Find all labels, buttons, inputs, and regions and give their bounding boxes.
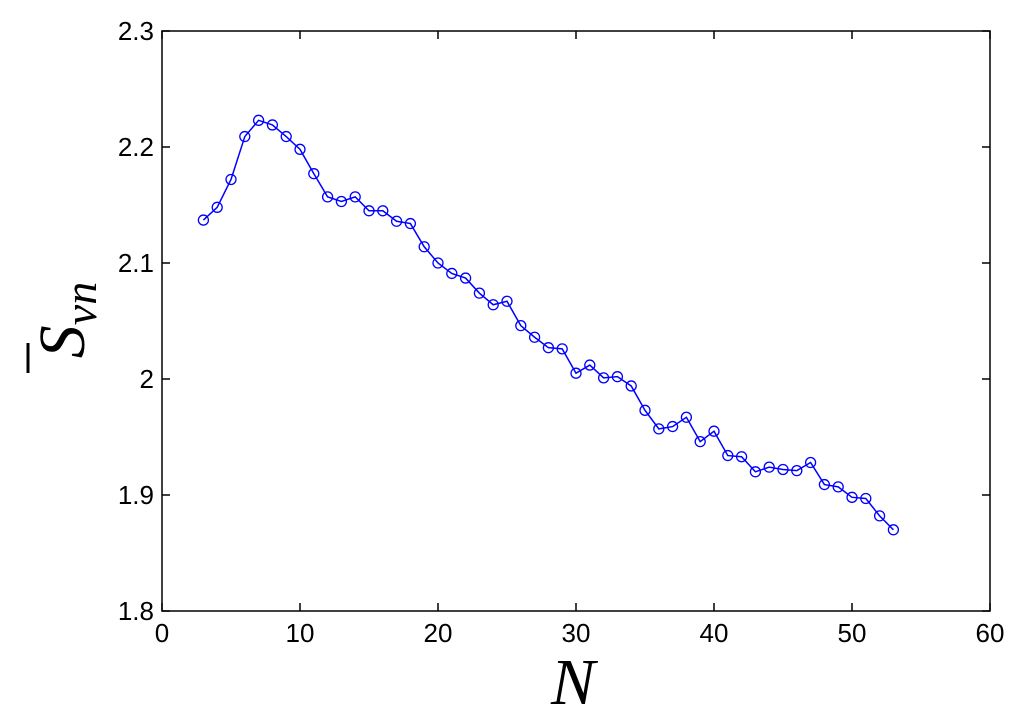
y-tick-label: 1.8 — [118, 596, 154, 626]
x-tick-label: 0 — [155, 618, 169, 648]
series-layer — [197, 114, 900, 536]
data-point — [584, 359, 596, 371]
data-point — [860, 492, 872, 505]
y-axis: 1.8 1.9 2 2.1 2.2 2.3 — [118, 16, 990, 626]
y-axis-label-base: S — [26, 325, 99, 358]
y-axis-label-sub: vn — [55, 282, 106, 325]
data-point — [666, 420, 679, 433]
data-point — [363, 205, 375, 217]
data-point — [197, 214, 210, 226]
data-point — [763, 461, 775, 473]
x-tick-label: 50 — [838, 618, 867, 648]
data-point — [501, 295, 513, 307]
data-point — [515, 319, 527, 332]
data-point — [473, 287, 486, 299]
data-point — [887, 524, 900, 536]
y-axis-label: Svn — [26, 282, 106, 373]
data-point — [294, 143, 306, 155]
data-point — [791, 464, 803, 477]
x-tick-label: 30 — [562, 618, 591, 648]
data-point — [708, 425, 720, 437]
data-point — [225, 173, 237, 186]
y-tick-label: 2.3 — [118, 16, 154, 46]
data-point — [390, 215, 403, 227]
data-point — [846, 491, 858, 503]
data-point — [873, 510, 886, 522]
data-point — [556, 343, 568, 355]
data-point — [349, 191, 361, 203]
data-point — [459, 272, 472, 284]
data-point — [528, 331, 541, 343]
x-tick-label: 40 — [700, 618, 729, 648]
data-point — [639, 404, 651, 416]
data-point — [735, 451, 748, 463]
data-point — [377, 205, 389, 217]
data-point — [404, 217, 417, 230]
data-point — [722, 449, 734, 462]
data-point — [335, 195, 348, 208]
data-point — [446, 267, 458, 280]
data-point — [653, 423, 665, 435]
y-tick-label: 2.2 — [118, 132, 154, 162]
data-point — [487, 299, 499, 311]
data-point — [252, 114, 265, 126]
data-point — [266, 119, 279, 131]
data-point — [280, 130, 292, 143]
x-axis: 0 10 20 30 40 50 60 — [155, 31, 1005, 648]
data-point — [432, 257, 444, 269]
data-point — [239, 130, 251, 143]
plot-area — [161, 30, 991, 612]
x-tick-label: 20 — [424, 618, 453, 648]
data-point — [211, 201, 223, 213]
data-point — [570, 367, 582, 379]
data-point — [625, 380, 637, 392]
data-point — [597, 372, 610, 384]
x-tick-label: 60 — [976, 618, 1005, 648]
data-point — [308, 168, 320, 180]
x-tick-label: 10 — [286, 618, 315, 648]
data-point — [818, 478, 831, 491]
data-point — [777, 463, 789, 476]
data-point — [542, 342, 555, 354]
data-point — [680, 411, 693, 423]
data-point — [832, 481, 844, 493]
svg-text:Svn: Svn — [26, 282, 106, 358]
data-point — [749, 466, 762, 478]
y-tick-label: 1.9 — [118, 480, 154, 510]
data-point — [694, 435, 706, 448]
y-tick-label: 2 — [140, 364, 154, 394]
data-point — [321, 191, 334, 203]
data-point — [418, 241, 430, 253]
x-axis-label: N — [550, 646, 599, 716]
y-tick-label: 2.1 — [118, 248, 154, 278]
data-point — [804, 456, 817, 469]
data-point — [611, 371, 624, 383]
